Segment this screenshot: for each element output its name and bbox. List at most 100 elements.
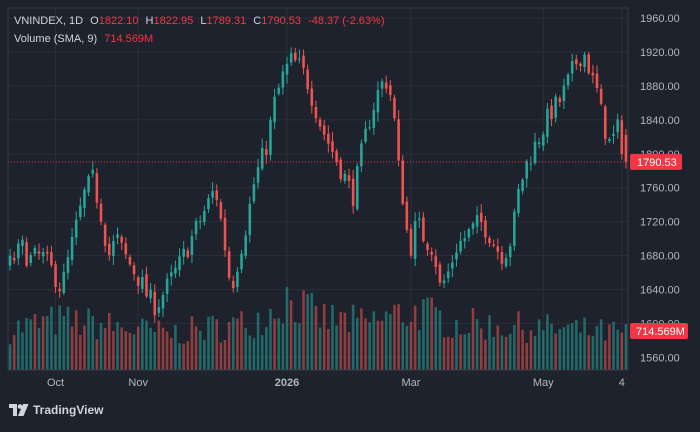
volume-bar: [434, 307, 438, 370]
volume-bar: [413, 305, 417, 370]
candle-body: [475, 215, 479, 227]
candle-body: [50, 251, 53, 266]
volume-bar: [380, 320, 384, 370]
volume-bar: [83, 325, 86, 370]
volume-bar: [124, 331, 128, 370]
volume-bar: [240, 311, 243, 370]
candle-body: [471, 223, 475, 229]
time-axis: [0, 370, 700, 427]
volume-bar: [8, 344, 12, 370]
volume-bar: [546, 314, 549, 370]
candle-body: [455, 252, 458, 260]
candle-body: [145, 274, 148, 297]
candle-body: [570, 61, 574, 74]
candle-body: [422, 217, 425, 241]
candle-body: [236, 271, 239, 288]
candle-body: [128, 256, 132, 265]
candle-body: [136, 277, 140, 286]
candle-body: [393, 97, 396, 119]
volume-bar: [314, 305, 318, 370]
volume-bar: [343, 312, 347, 370]
volume-bar: [103, 328, 107, 370]
low-value: 1789.31: [206, 15, 247, 27]
symbol-label: VNINDEX: [14, 15, 63, 27]
volume-bar: [161, 327, 165, 370]
candle-body: [8, 255, 12, 266]
candle-body: [446, 271, 450, 278]
volume-bar: [17, 320, 20, 370]
candle-body: [41, 252, 45, 257]
volume-bar: [541, 330, 545, 370]
candle-body: [603, 106, 607, 139]
volume-bar: [244, 327, 247, 370]
last-price-tag: [630, 153, 682, 170]
candle-body: [554, 96, 557, 118]
volume-bar: [62, 315, 66, 370]
candle-body: [380, 81, 384, 89]
volume-bar: [550, 323, 553, 370]
volume-bar: [525, 342, 529, 370]
low-key: L: [200, 15, 207, 27]
ohlc-row: VNINDEX, 1D O1822.10 H1822.95 L1789.31 C…: [14, 15, 385, 27]
candle-body: [54, 264, 57, 287]
legend: VNINDEX, 1D O1822.10 H1822.95 L1789.31 C…: [14, 12, 385, 48]
candle-body: [397, 119, 400, 161]
volume-bar: [351, 304, 355, 370]
candle-body: [463, 238, 467, 242]
y-tick-label: 1720.00: [640, 217, 680, 229]
volume-bar: [141, 318, 144, 370]
x-tick-label: 2026: [275, 377, 299, 389]
candle-body: [306, 69, 309, 90]
candle-body: [161, 295, 165, 309]
candle-body: [33, 248, 37, 254]
candle-body: [327, 133, 330, 144]
candle-body: [66, 257, 70, 273]
candle-body: [223, 217, 227, 251]
volume-bar: [157, 320, 161, 370]
candle-body: [25, 242, 28, 266]
candle-body: [595, 73, 599, 88]
volume-bar: [393, 305, 396, 370]
candle-body: [409, 228, 413, 256]
brand[interactable]: TradingView: [9, 403, 103, 417]
volume-bar: [260, 335, 264, 370]
volume-bar: [186, 341, 190, 370]
volume-bar: [517, 311, 520, 370]
candle-body: [219, 202, 223, 219]
volume-bar: [405, 325, 409, 370]
volume-bar: [566, 324, 570, 370]
high-value: 1822.95: [153, 15, 194, 27]
volume-bar: [74, 310, 78, 370]
candle-body: [182, 248, 185, 257]
volume-bar: [203, 339, 206, 370]
volume-bar: [95, 339, 99, 370]
volume-bar: [513, 324, 516, 370]
volume-bar: [570, 323, 574, 370]
volume-bar: [182, 343, 185, 370]
volume-bar: [620, 332, 624, 370]
volume-bar: [281, 323, 285, 370]
candle-body: [599, 88, 603, 104]
candle-body: [368, 127, 371, 129]
volume-bar: [533, 336, 537, 370]
volume-bar: [29, 319, 33, 370]
candle-body: [298, 58, 301, 60]
volume-bar: [21, 332, 24, 370]
y-tick-label: 1560.00: [640, 352, 680, 364]
candle-body: [116, 234, 119, 239]
volume-bar: [128, 332, 132, 370]
volume-bar: [273, 318, 276, 370]
x-tick-label: Oct: [47, 377, 64, 389]
candle-body: [541, 134, 545, 146]
volume-bar: [389, 314, 392, 370]
candle-body: [575, 59, 578, 65]
candle-body: [608, 139, 611, 141]
candle-body: [558, 98, 562, 103]
candle-body: [124, 243, 128, 255]
candle-body: [302, 55, 305, 68]
volume-bar: [169, 338, 173, 370]
volume-bar: [562, 327, 566, 370]
volume-bar: [70, 326, 74, 370]
